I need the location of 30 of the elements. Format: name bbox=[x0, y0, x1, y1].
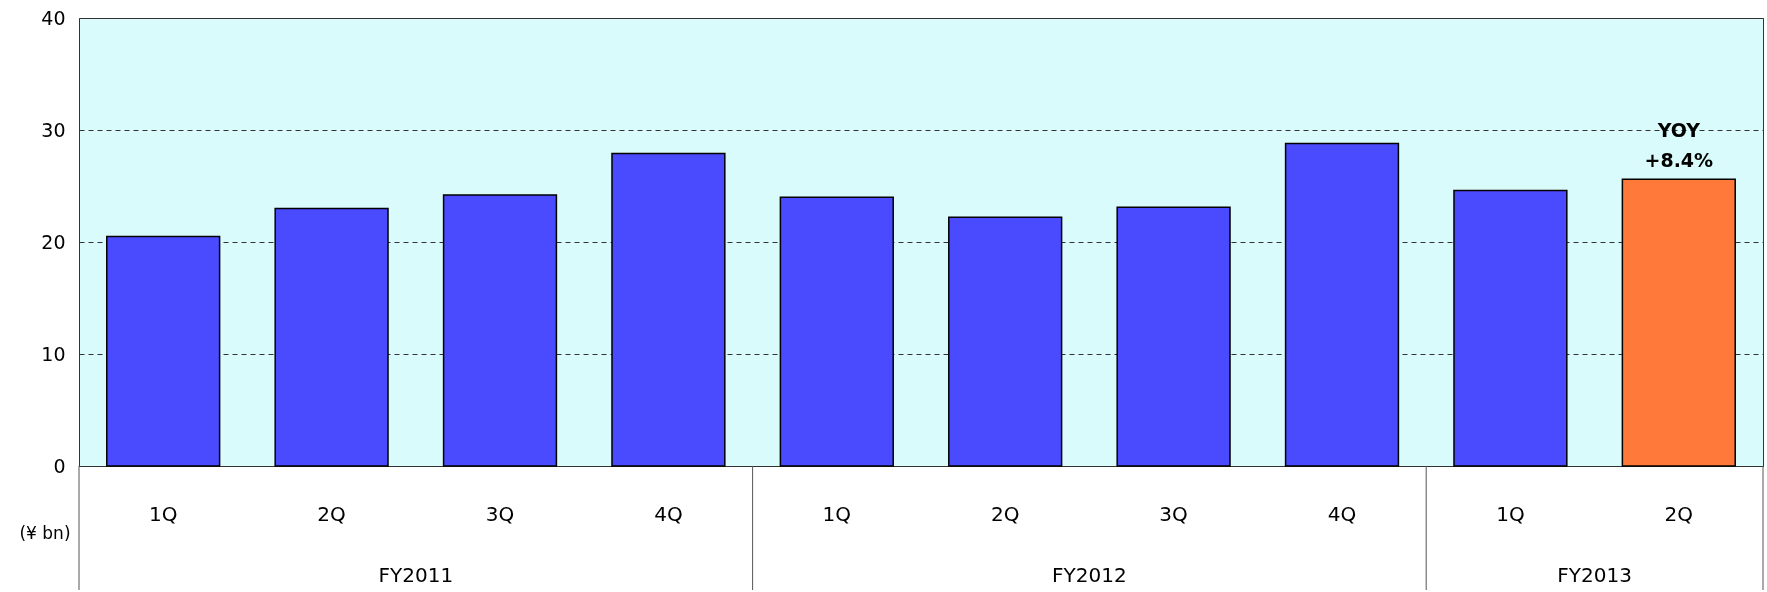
bar bbox=[779, 196, 894, 467]
bar bbox=[274, 207, 389, 467]
y-tick-label: 10 bbox=[41, 342, 66, 365]
annotation: YOY +8.4% bbox=[1644, 119, 1714, 172]
x-tick-label: 3Q bbox=[485, 501, 515, 526]
text: FY2011 bbox=[378, 563, 454, 587]
bar bbox=[611, 152, 726, 467]
x-tick-label: 2Q bbox=[990, 501, 1020, 526]
text: FY2013 bbox=[1557, 563, 1632, 587]
x-tick-label: 3Q bbox=[1159, 501, 1188, 526]
y-axis-title: (¥ bn) bbox=[19, 523, 71, 543]
bar bbox=[1284, 142, 1400, 467]
x-tick-label: 1Q bbox=[1496, 501, 1525, 526]
text: FY2012 bbox=[1052, 563, 1127, 587]
x-tick-label: 4Q bbox=[1327, 501, 1357, 526]
y-tick-label: 20 bbox=[41, 230, 66, 253]
bar bbox=[442, 194, 558, 467]
x-tick-label: 2Q bbox=[317, 501, 346, 526]
bar bbox=[106, 235, 221, 467]
y-tick-label: 30 bbox=[41, 118, 66, 141]
bar bbox=[1621, 178, 1736, 467]
x-tick-label: 4Q bbox=[654, 501, 683, 526]
y-tick-label: 40 bbox=[41, 6, 66, 29]
y-tick-label: 0 bbox=[53, 454, 66, 477]
bar bbox=[1453, 189, 1568, 467]
x-tick-label: 1Q bbox=[822, 501, 852, 526]
bar bbox=[1116, 206, 1231, 467]
x-tick-label: 2Q bbox=[1664, 501, 1694, 526]
bar bbox=[948, 216, 1063, 467]
x-tick-label: 1Q bbox=[148, 501, 178, 526]
